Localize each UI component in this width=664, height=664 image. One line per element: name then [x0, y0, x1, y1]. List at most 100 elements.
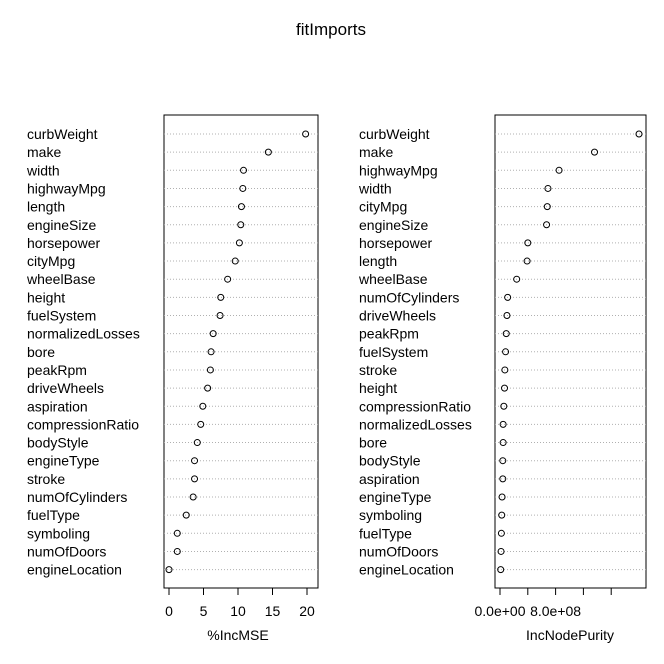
- incmse-point: [237, 203, 245, 211]
- incnodepurity-point: [499, 439, 507, 447]
- incmse-category-label: length: [27, 199, 65, 215]
- panel-incmse: curbWeight make width highwayMpg length engin…: [26, 114, 319, 643]
- incmse-category-label: bore: [27, 344, 55, 360]
- incnodepurity-category-label: highwayMpg: [359, 162, 438, 178]
- incmse-category-label: make: [27, 144, 61, 160]
- incmse-point: [193, 439, 201, 447]
- incnodepurity-point: [513, 275, 521, 283]
- incnodepurity-tick-label: 8.0e+08: [530, 603, 581, 619]
- incnodepurity-category-label: symboling: [359, 507, 422, 523]
- incmse-category-label: height: [27, 289, 65, 305]
- incmse-point: [302, 130, 310, 138]
- incmse-category-label: engineLocation: [27, 562, 122, 578]
- incmse-category-label: compressionRatio: [27, 416, 139, 432]
- incnodepurity-point: [501, 384, 509, 392]
- incmse-tick-label: 0: [165, 603, 173, 619]
- incnodepurity-point: [499, 457, 507, 465]
- panel-incnodepurity: curbWeight make highwayMpg width cityMpg engi…: [358, 114, 647, 643]
- incnodepurity-category-label: numOfCylinders: [359, 289, 459, 305]
- incnodepurity-category-label: stroke: [359, 362, 397, 378]
- chart-title: fitImports: [296, 20, 366, 39]
- incnodepurity-category-label: engineLocation: [359, 562, 454, 578]
- incmse-category-label: aspiration: [27, 398, 88, 414]
- incmse-category-label: fuelSystem: [27, 308, 96, 324]
- incnodepurity-category-label: peakRpm: [359, 326, 419, 342]
- incmse-point: [197, 420, 205, 428]
- incnodepurity-category-label: width: [358, 180, 392, 196]
- incmse-category-label: highwayMpg: [27, 180, 106, 196]
- panel-incmse-xlabel: %IncMSE: [207, 627, 268, 643]
- incnodepurity-point: [524, 239, 532, 247]
- incnodepurity-category-label: bore: [359, 435, 387, 451]
- incmse-point: [216, 312, 224, 319]
- incmse-category-label: wheelBase: [26, 271, 96, 287]
- incnodepurity-category-label: bodyStyle: [359, 453, 421, 469]
- incmse-category-label: numOfCylinders: [27, 489, 127, 505]
- incmse-point: [237, 221, 245, 229]
- incnodepurity-point: [544, 184, 552, 192]
- incmse-category-label: engineSize: [27, 217, 96, 233]
- incnodepurity-tick-label: 0.0e+00: [475, 603, 526, 619]
- incmse-point: [165, 566, 173, 574]
- incmse-point: [191, 457, 199, 465]
- incnodepurity-category-label: fuelSystem: [359, 344, 428, 360]
- incnodepurity-point: [502, 348, 510, 356]
- incmse-point: [191, 475, 199, 483]
- incmse-tick-label: 15: [265, 603, 281, 619]
- incmse-tick-label: 10: [230, 603, 246, 619]
- incnodepurity-category-label: numOfDoors: [359, 543, 438, 559]
- incnodepurity-point: [504, 293, 512, 301]
- incnodepurity-category-label: fuelType: [359, 525, 412, 541]
- incmse-point: [206, 366, 214, 374]
- incmse-tick-label: 20: [299, 603, 315, 619]
- incmse-category-label: horsepower: [27, 235, 100, 251]
- incmse-category-label: width: [26, 162, 60, 178]
- incmse-category-label: curbWeight: [27, 126, 98, 142]
- incnodepurity-point: [543, 203, 551, 211]
- incnodepurity-point: [501, 366, 509, 374]
- incmse-point: [204, 384, 212, 392]
- incnodepurity-category-label: height: [359, 380, 397, 396]
- incnodepurity-category-label: curbWeight: [359, 126, 430, 142]
- incnodepurity-category-label: cityMpg: [359, 199, 407, 215]
- incmse-point: [239, 184, 247, 192]
- incnodepurity-point: [497, 547, 505, 555]
- incmse-category-label: symboling: [27, 525, 90, 541]
- incnodepurity-point: [497, 566, 505, 574]
- incmse-point: [173, 547, 181, 555]
- incnodepurity-category-label: engineType: [359, 489, 432, 505]
- incmse-point: [182, 511, 190, 519]
- incmse-point: [240, 166, 248, 174]
- incmse-point: [231, 257, 239, 265]
- incnodepurity-point: [500, 402, 508, 410]
- incnodepurity-point: [503, 312, 511, 319]
- incmse-point: [207, 348, 215, 356]
- incmse-point: [235, 239, 243, 247]
- incmse-category-label: peakRpm: [27, 362, 87, 378]
- incnodepurity-point: [635, 130, 643, 138]
- incnodepurity-category-label: normalizedLosses: [359, 416, 472, 432]
- incmse-category-label: engineType: [27, 453, 100, 469]
- incmse-point: [224, 275, 232, 283]
- incnodepurity-point: [498, 511, 506, 519]
- incmse-point: [217, 293, 225, 301]
- incmse-category-label: normalizedLosses: [27, 326, 140, 342]
- incnodepurity-category-label: compressionRatio: [359, 398, 471, 414]
- incmse-tick-label: 5: [200, 603, 208, 619]
- incnodepurity-point: [499, 420, 507, 428]
- incmse-category-label: bodyStyle: [27, 435, 89, 451]
- incmse-category-label: driveWheels: [27, 380, 104, 396]
- incmse-category-label: stroke: [27, 471, 65, 487]
- incmse-point: [173, 529, 181, 537]
- incnodepurity-category-label: engineSize: [359, 217, 428, 233]
- incnodepurity-category-label: make: [359, 144, 393, 160]
- incnodepurity-point: [591, 148, 599, 156]
- incnodepurity-point: [499, 475, 507, 483]
- incmse-point: [264, 148, 272, 156]
- incnodepurity-point: [543, 221, 551, 229]
- incnodepurity-category-label: horsepower: [359, 235, 432, 251]
- incmse-point: [209, 330, 217, 338]
- incmse-category-label: numOfDoors: [27, 543, 106, 559]
- incnodepurity-point: [498, 493, 506, 501]
- incmse-category-label: cityMpg: [27, 253, 75, 269]
